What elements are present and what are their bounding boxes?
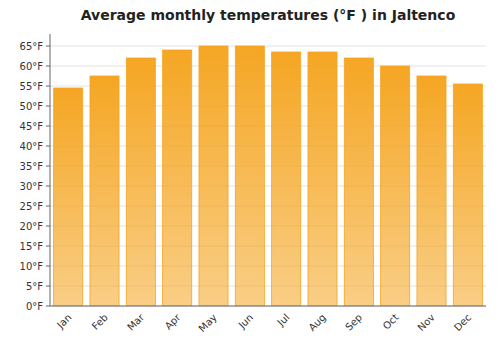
bar: [126, 58, 155, 306]
chart-container: Average monthly temperatures (°F ) in Ja…: [0, 0, 500, 350]
x-tick-label: Feb: [90, 312, 110, 332]
bar: [308, 52, 337, 306]
y-tick-label: 55°F: [20, 81, 44, 92]
x-tick-label: Apr: [163, 311, 184, 332]
y-tick: [46, 86, 50, 87]
y-tick-label: 45°F: [20, 121, 44, 132]
title: Average monthly temperatures (°F ) in Ja…: [81, 7, 456, 23]
y-tick-label: 25°F: [20, 201, 44, 212]
y-tick-label: 10°F: [20, 261, 44, 272]
y-tick: [46, 66, 50, 67]
y-tick: [46, 206, 50, 207]
y-tick-label: 65°F: [20, 41, 44, 52]
x-tick-label: May: [197, 312, 219, 334]
y-tick-label: 0°F: [26, 301, 43, 312]
y-tick-label: 30°F: [20, 181, 44, 192]
x-tick-label: Jul: [275, 312, 292, 329]
chart: Average monthly temperatures (°F ) in Ja…: [0, 0, 500, 350]
bar: [235, 46, 264, 306]
bar: [54, 88, 83, 306]
bar: [272, 52, 301, 306]
x-tick-label: Aug: [306, 312, 328, 334]
bar: [453, 84, 482, 306]
x-tick-label: Dec: [452, 312, 473, 333]
x-tick-label: Jun: [236, 312, 256, 332]
grid: [50, 46, 486, 306]
x-axis: Jan Feb Mar Apr May Jun Jul Aug Sep Oct Nov Dec: [50, 306, 486, 334]
bar: [163, 50, 192, 306]
bar: [344, 58, 373, 306]
x-axis-line: [50, 306, 486, 307]
y-tick: [46, 126, 50, 127]
bar: [417, 76, 446, 306]
bar: [381, 66, 410, 306]
grid-line: [50, 306, 486, 307]
y-tick-label: 35°F: [20, 161, 44, 172]
bar: [90, 76, 119, 306]
y-axis: 0°F 5°F 10°F 15°F 20°F 25°F 30°F 35°F 40°F 45°F 50…: [20, 34, 50, 312]
y-tick: [46, 186, 50, 187]
y-axis-line: [50, 34, 51, 306]
y-tick: [46, 146, 50, 147]
x-tick-label: Oct: [381, 312, 401, 332]
x-tick-label: Mar: [125, 311, 147, 333]
y-tick-label: 15°F: [20, 241, 44, 252]
bar: [199, 46, 228, 306]
y-tick-label: 20°F: [20, 221, 44, 232]
y-tick: [46, 46, 50, 47]
y-tick-label: 5°F: [26, 281, 43, 292]
grid-line: [50, 46, 486, 47]
y-tick-label: 50°F: [20, 101, 44, 112]
y-tick: [46, 246, 50, 247]
y-tick: [46, 226, 50, 227]
y-tick-label: 60°F: [20, 61, 44, 72]
y-tick: [46, 286, 50, 287]
y-tick: [46, 166, 50, 167]
bars: [54, 46, 483, 306]
x-tick-label: Nov: [415, 312, 437, 334]
grid-line: [50, 66, 486, 67]
y-tick: [46, 266, 50, 267]
y-tick: [46, 306, 50, 307]
x-tick-label: Sep: [343, 312, 364, 333]
y-tick: [46, 106, 50, 107]
x-tick-label: Jan: [54, 312, 73, 331]
y-tick-label: 40°F: [20, 141, 44, 152]
